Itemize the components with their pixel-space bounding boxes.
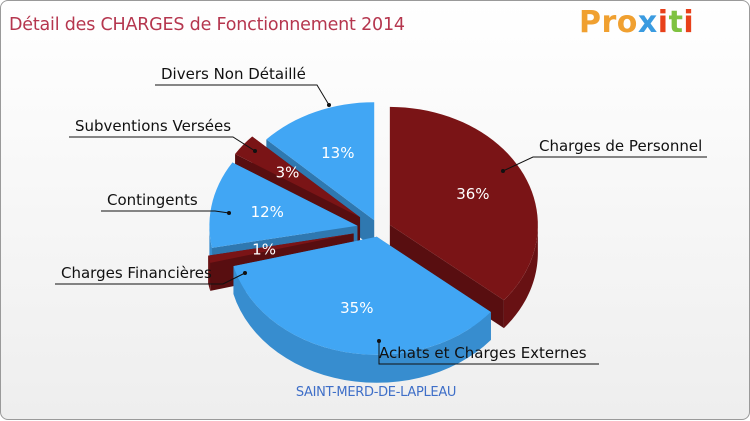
- slice-percent-label: 13%: [321, 144, 354, 162]
- leader-line: [378, 341, 599, 365]
- pie-slice-edge: [233, 266, 491, 383]
- slice-percent-label: 1%: [252, 240, 276, 258]
- chart-title: Détail des CHARGES de Fonctionnement 201…: [9, 15, 405, 35]
- pie-slice: [235, 136, 361, 218]
- logo-letter: r: [601, 5, 617, 40]
- leader-arrow: [253, 149, 257, 153]
- pie-slice-edge: [503, 224, 538, 329]
- leader-arrow: [327, 103, 331, 107]
- commune-name: SAINT-MERD-DE-LAPLEAU: [295, 385, 457, 400]
- pie-slice: [233, 236, 491, 355]
- logo-letter: i: [657, 5, 669, 40]
- leader-arrow: [501, 169, 505, 173]
- logo-letter: o: [616, 5, 638, 40]
- pie-slice-edge: [208, 255, 211, 291]
- slice-percent-label: 36%: [456, 185, 489, 203]
- logo-letter: t: [668, 5, 684, 40]
- pie-slice: [266, 102, 375, 221]
- slice-category-label: Subventions Versées: [75, 117, 231, 135]
- slice-percent-label: 35%: [340, 299, 373, 317]
- leader-line: [101, 210, 230, 214]
- leader-line: [155, 84, 330, 106]
- slice-category-label: Divers Non Détaillé: [161, 65, 306, 83]
- slice-category-label: Achats et Charges Externes: [379, 344, 587, 362]
- slice-percent-label: 12%: [251, 203, 284, 221]
- leader-arrow: [377, 339, 381, 343]
- pie-slice: [209, 162, 358, 248]
- slice-category-label: Contingents: [107, 191, 198, 209]
- leader-arrow: [227, 211, 231, 215]
- proxiti-logo: Proxiti: [579, 5, 694, 40]
- logo-letter: i: [683, 5, 695, 40]
- leader-line: [502, 156, 707, 172]
- slice-category-label: Charges Financières: [61, 264, 212, 282]
- pie-slice: [208, 233, 354, 263]
- leader-line: [55, 272, 246, 285]
- slice-percent-label: 3%: [276, 163, 300, 181]
- logo-letter: x: [637, 5, 658, 40]
- slice-category-label: Charges de Personnel: [539, 137, 702, 155]
- logo-letter: P: [579, 5, 602, 40]
- leader-line: [69, 136, 256, 152]
- leader-arrow: [243, 271, 247, 275]
- pie-slice: [389, 106, 538, 301]
